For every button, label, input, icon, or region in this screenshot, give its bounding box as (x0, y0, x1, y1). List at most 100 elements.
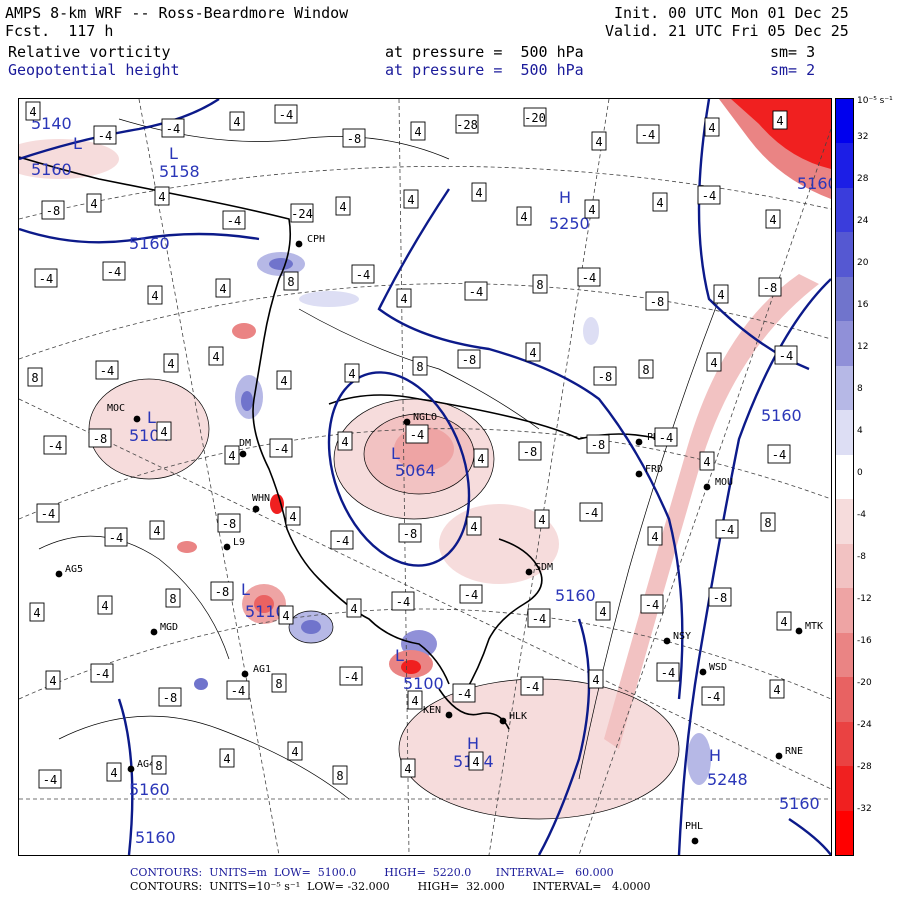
vorticity-label: 4 (652, 192, 668, 212)
vorticity-label: -4 (274, 104, 298, 124)
vorticity-label: -4 (459, 584, 483, 604)
vorticity-label-box (457, 349, 481, 369)
vorticity-label: -4 (102, 261, 126, 281)
vorticity-negative-core (254, 595, 274, 613)
vorticity-label-box (158, 687, 182, 707)
vorticity-label-text: 4 (656, 196, 663, 210)
station-label: SDM (535, 562, 553, 573)
vorticity-label-text: -4 (274, 442, 288, 456)
vorticity-label-text: 4 (110, 766, 117, 780)
vorticity-label-box (93, 125, 117, 145)
vorticity-label-text: -20 (524, 111, 546, 125)
vorticity-label-box (104, 527, 128, 547)
vorticity-label-text: -4 (532, 612, 546, 626)
vorticity-label-text: 4 (101, 599, 108, 613)
vorticity-label: 8 (638, 359, 654, 379)
vorticity-negative-region (19, 139, 119, 179)
vorticity-label-box (715, 519, 739, 539)
vorticity-label: -4 (774, 345, 798, 365)
vorticity-label: 4 (45, 670, 61, 690)
vorticity-label-text: 4 (708, 121, 715, 135)
vorticity-label: -4 (636, 124, 660, 144)
vorticity-label: 4 (219, 748, 235, 768)
station-label: AG1 (253, 664, 271, 675)
vorticity-label-box (34, 268, 58, 288)
station-dot (150, 628, 158, 636)
vorticity-label: 4 (699, 451, 715, 471)
vorticity-label: 8 (532, 274, 548, 294)
station-dot (252, 505, 260, 513)
vorticity-label-text: 4 (219, 282, 226, 296)
station-dot (635, 438, 643, 446)
vorticity-label-box (656, 662, 680, 682)
vorticity-label-text: 4 (289, 510, 296, 524)
vorticity-label: 4 (224, 445, 240, 465)
vorticity-label-box (701, 686, 725, 706)
vorticity-label-box (283, 271, 299, 291)
vorticity-label-text: 4 (404, 762, 411, 776)
vorticity-label-text: -4 (525, 680, 539, 694)
vorticity-label-text: 4 (49, 674, 56, 688)
pressure-center-marker: H (559, 188, 571, 207)
vorticity-label-box (335, 196, 351, 216)
vorticity-negative-core (731, 99, 831, 169)
colorbar-tick-label: 28 (857, 174, 869, 184)
vorticity-label: -4 (104, 527, 128, 547)
colorbar-tick-label: -8 (857, 552, 866, 562)
vorticity-label-box (400, 758, 416, 778)
vorticity-label: 4 (647, 526, 663, 546)
vorticity-label-text: -4 (100, 364, 114, 378)
station-dot (127, 765, 135, 773)
vorticity-label-text: -8 (713, 591, 727, 605)
vorticity-label: 8 (151, 755, 167, 775)
vorticity-label-box (163, 353, 179, 373)
vorticity-label: -4 (701, 686, 725, 706)
station-label: KEN (423, 705, 441, 716)
vorticity-label: 4 (516, 206, 532, 226)
vorticity-label-text: -4 (779, 349, 793, 363)
vorticity-label: 4 (591, 131, 607, 151)
vorticity-label-text: -4 (469, 285, 483, 299)
pressure-center-marker: L (391, 444, 400, 463)
height-label: 5250 (549, 214, 590, 233)
station-dot (635, 470, 643, 478)
vorticity-label-box (278, 605, 294, 625)
vorticity-label-box (593, 366, 617, 386)
vorticity-label-box (342, 128, 366, 148)
colorbar-tick-label: 24 (857, 216, 869, 226)
vorticity-label-box (391, 591, 415, 611)
vorticity-label-box (520, 676, 544, 696)
vorticity-label: -4 (767, 444, 791, 464)
vorticity-label-text: 4 (595, 135, 602, 149)
vorticity-label: 4 (403, 189, 419, 209)
vorticity-label-text: 4 (703, 455, 710, 469)
station-label: NGLO (413, 412, 437, 423)
vorticity-label-text: 4 (538, 513, 545, 527)
vorticity-label-text: -8 (598, 370, 612, 384)
vorticity-label-box (758, 277, 782, 297)
vorticity-label-text: 8 (169, 592, 176, 606)
colorbar-tick-label: 32 (857, 132, 869, 142)
colorbar-swatch (836, 454, 853, 500)
vorticity-label: -8 (518, 441, 542, 461)
vorticity-label-box (523, 107, 547, 127)
station-label: AG4 (137, 759, 155, 770)
vorticity-label: 8 (271, 673, 287, 693)
vorticity-label: -4 (38, 769, 62, 789)
vorticity-label: 4 (215, 278, 231, 298)
colorbar-tick-label: -20 (857, 678, 872, 688)
vorticity-label-text: 4 (233, 115, 240, 129)
vorticity-label-text: 4 (223, 752, 230, 766)
vorticity-label-box (532, 274, 548, 294)
station-label: L9 (233, 537, 245, 548)
colorbar-swatch (836, 143, 853, 188)
colorbar-tick-label: 16 (857, 300, 869, 310)
vorticity-label-text: -8 (591, 438, 605, 452)
vorticity-label-text: -8 (222, 517, 236, 531)
vorticity-label: 4 (525, 342, 541, 362)
vorticity-label-box (534, 509, 550, 529)
vorticity-label-text: -4 (43, 773, 57, 787)
vorticity-label-box (708, 587, 732, 607)
colorbar-unit: 10⁻⁵ s⁻¹ (857, 96, 893, 106)
vorticity-positive-region (299, 291, 359, 307)
